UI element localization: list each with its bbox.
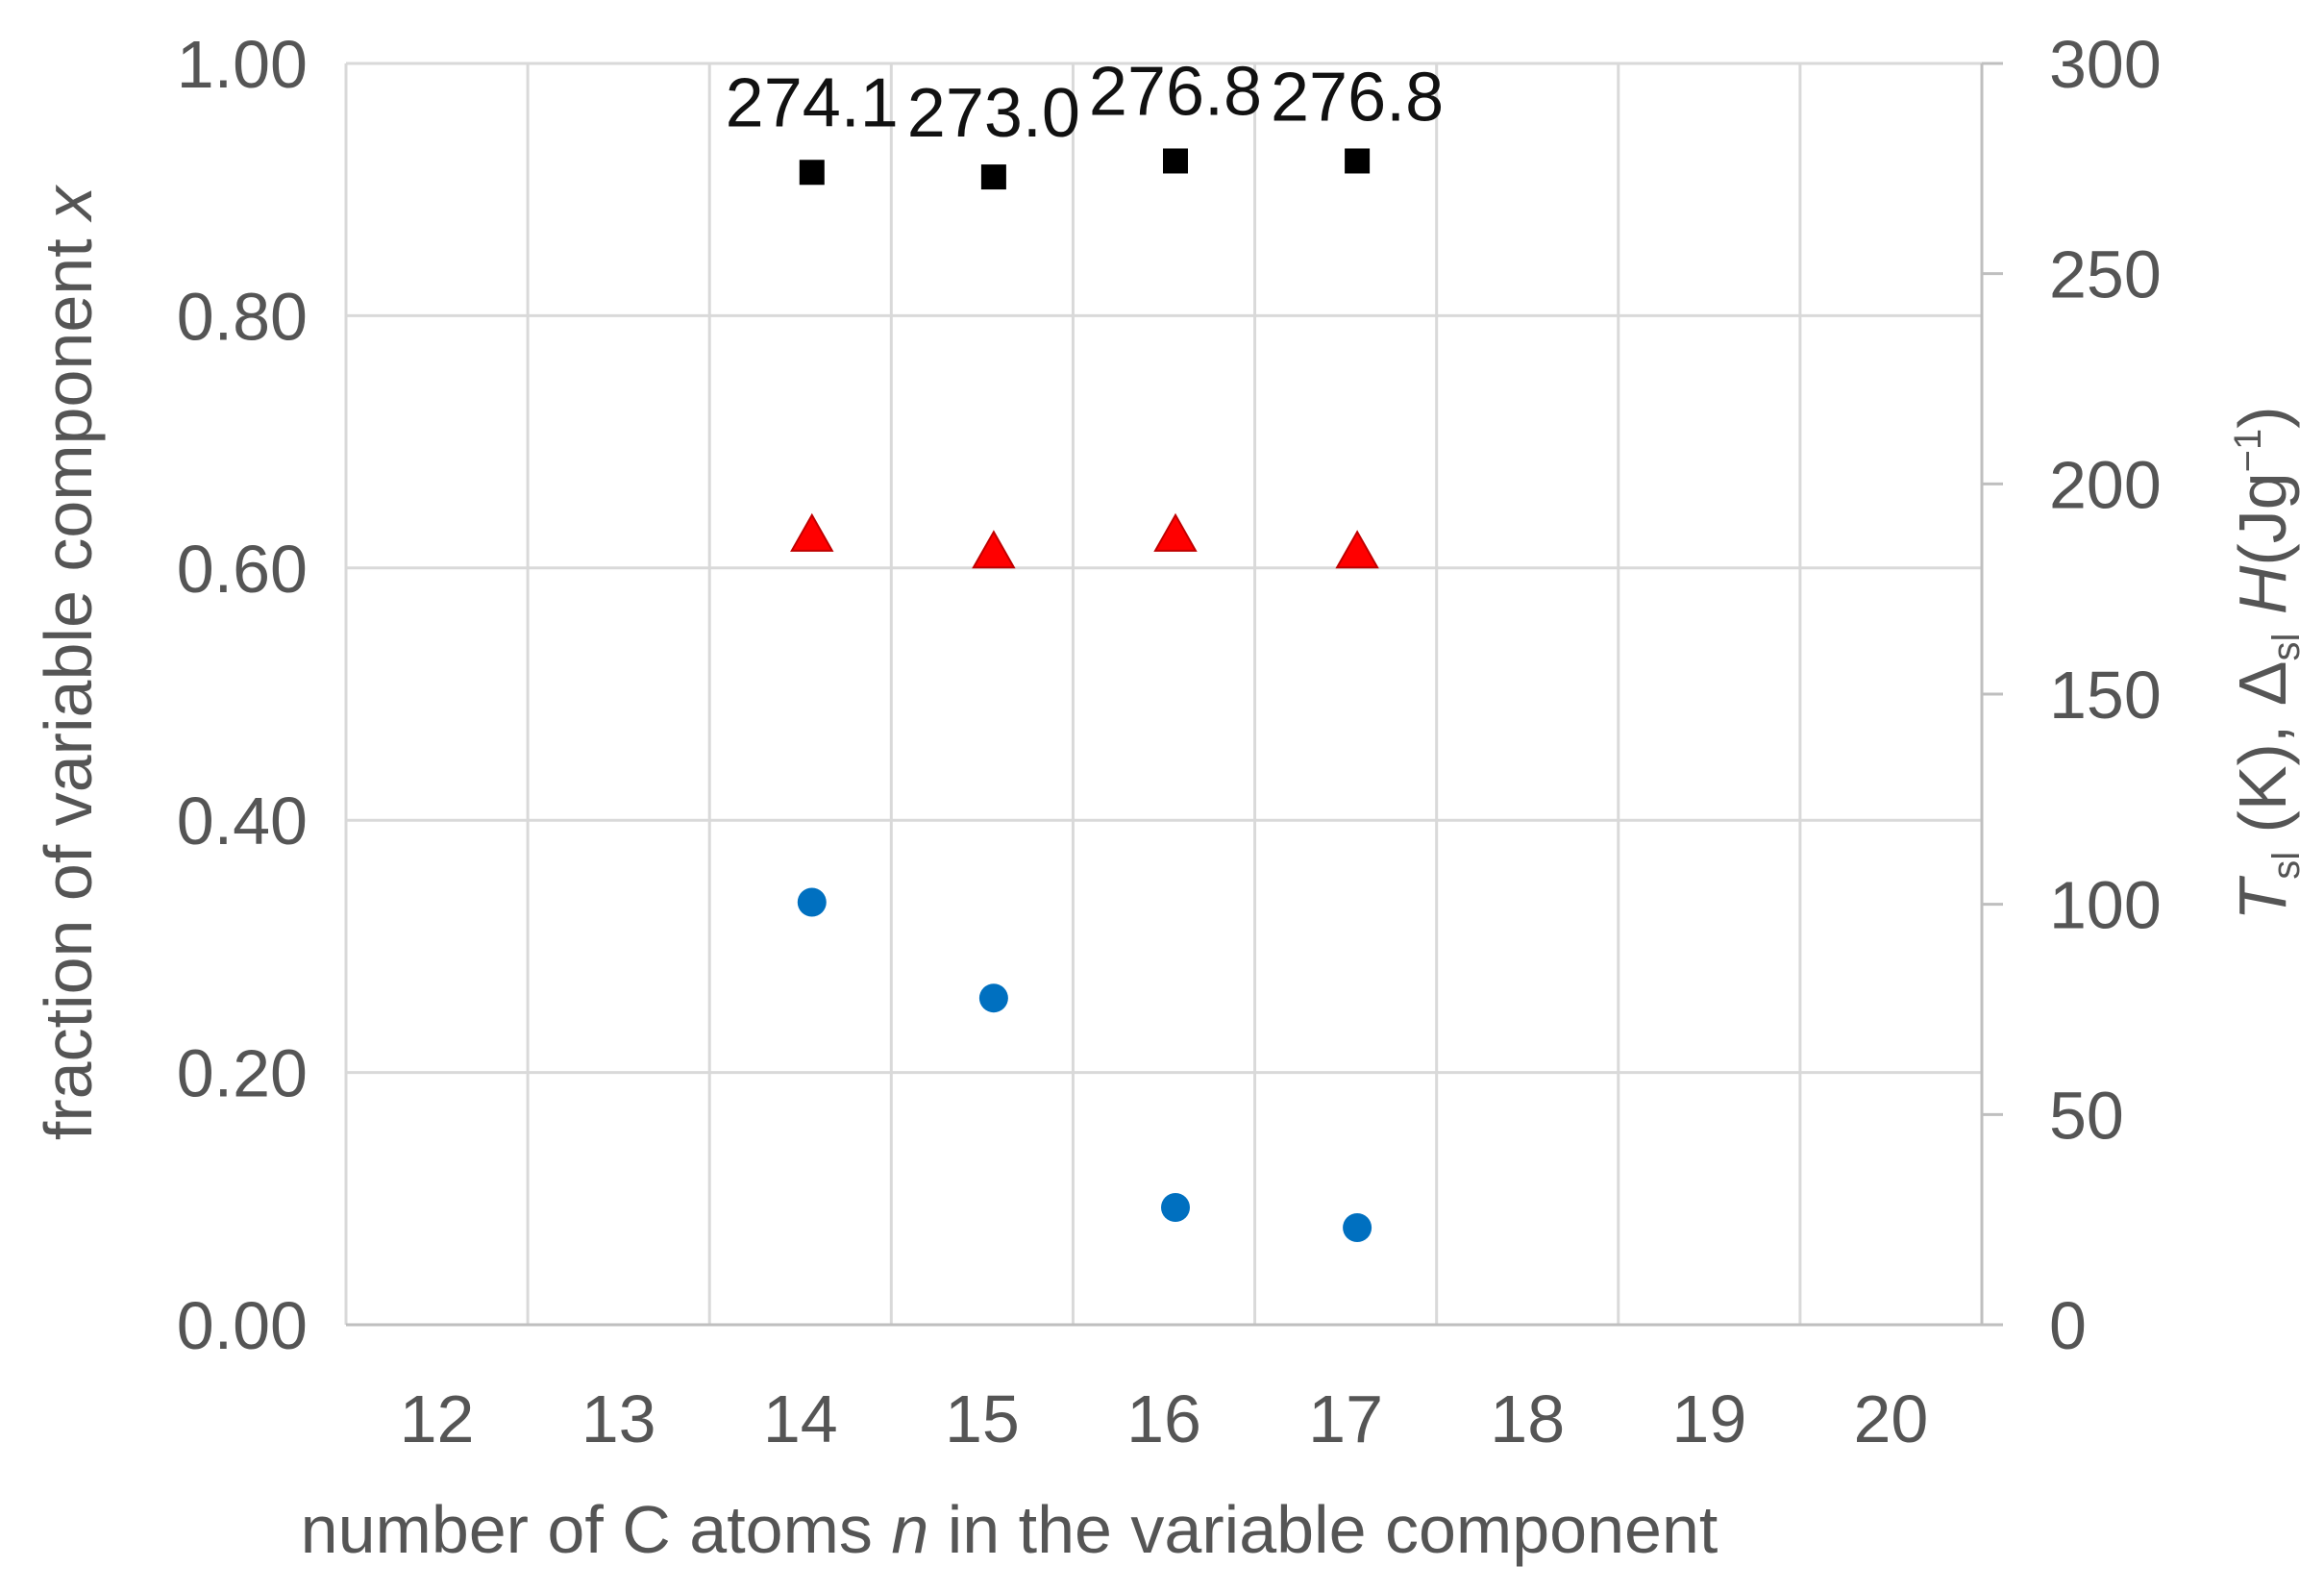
data-labels: 274.1 273.0 276.8 276.8 <box>726 53 1445 152</box>
triangle-marker <box>1153 512 1198 552</box>
x-tick-label: 12 <box>400 1381 475 1456</box>
triangle-marker <box>790 512 834 552</box>
data-label: 273.0 <box>907 75 1080 152</box>
x-tick-label: 15 <box>945 1381 1020 1456</box>
y-tick-label: 1.00 <box>177 27 308 102</box>
y-tick-label: 0.00 <box>177 1288 308 1363</box>
circle-marker <box>1343 1212 1372 1242</box>
x-tick-label: 19 <box>1671 1381 1746 1456</box>
axes <box>346 62 2003 1327</box>
triangle-marker <box>1335 530 1379 569</box>
x-tick-label: 20 <box>1854 1381 1929 1456</box>
x-tick-label: 13 <box>581 1381 656 1456</box>
y-tick-label: 0.80 <box>177 279 308 354</box>
data-label: 276.8 <box>1271 59 1444 136</box>
grid <box>344 62 1984 1327</box>
y2-tick-label: 300 <box>2049 27 2162 102</box>
square-marker <box>1163 148 1188 174</box>
y2-tick-label: 150 <box>2049 658 2162 733</box>
circle-marker <box>1161 1192 1190 1222</box>
y2-tick-label: 250 <box>2049 237 2162 312</box>
y2-tick-label: 0 <box>2049 1288 2087 1363</box>
y-axis-label: fraction of variable component x <box>31 184 106 1140</box>
x-axis-label: number of C atoms n in the variable comp… <box>301 1492 1718 1567</box>
circle-marker <box>978 983 1008 1013</box>
y2-axis-label: Tsl (K), Δsl H(Jg−1) <box>2225 406 2308 920</box>
triangle-marker <box>972 530 1016 569</box>
square-marker <box>1345 148 1371 174</box>
square-marker <box>980 164 1006 190</box>
y-tick-label: 0.20 <box>177 1036 308 1111</box>
square-marker <box>799 160 825 186</box>
y-tick-label: 0.60 <box>177 532 308 607</box>
x-tick-label: 17 <box>1308 1381 1383 1456</box>
x-tick-label: 16 <box>1126 1381 1201 1456</box>
x-tick-label: 14 <box>763 1381 838 1456</box>
tick-labels: 0.00 0.20 0.40 0.60 0.80 1.00 0 50 100 150 200 250 3… <box>177 27 2162 1456</box>
y2-tick-label: 50 <box>2049 1078 2124 1153</box>
x-tick-label: 18 <box>1490 1381 1565 1456</box>
data-markers <box>790 148 1379 1242</box>
y2-tick-label: 100 <box>2049 868 2162 943</box>
data-label: 276.8 <box>1089 53 1262 130</box>
y2-tick-label: 200 <box>2049 447 2162 522</box>
data-label: 274.1 <box>726 64 899 141</box>
circle-marker <box>797 887 827 917</box>
y-tick-label: 0.40 <box>177 784 308 858</box>
